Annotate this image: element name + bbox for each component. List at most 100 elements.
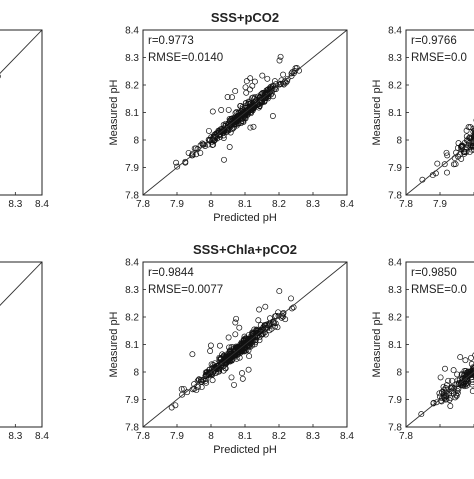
- data-point: [248, 125, 253, 130]
- data-point: [247, 354, 252, 359]
- data-point: [219, 107, 224, 112]
- panel-bottom-right: 7.87.87.988.18.28.38.4SST+Sr=0.9850RMSE=…: [371, 242, 474, 442]
- stat-rmse: RMSE=0.0: [411, 284, 467, 296]
- stat-r: r=0.9850: [411, 267, 457, 279]
- x-tick-label: 8.3: [8, 431, 22, 442]
- y-axis-label: Measured pH: [108, 79, 120, 145]
- panel-title: SSS+Chla+pCO2: [193, 242, 297, 257]
- data-point: [226, 335, 231, 340]
- stat-r: r=0.9773: [148, 35, 194, 47]
- data-point: [208, 343, 213, 348]
- axes-frame: [0, 262, 42, 427]
- y-tick-label: 8.3: [125, 53, 139, 64]
- plot-area: [0, 262, 42, 427]
- y-tick-label: 8.1: [125, 108, 139, 119]
- stat-r: r=0.9766: [411, 35, 457, 47]
- data-point: [438, 375, 443, 380]
- data-point: [210, 378, 215, 383]
- data-point: [257, 307, 262, 312]
- y-tick-label: 8.4: [388, 26, 402, 37]
- data-point: [246, 367, 251, 372]
- x-axis-label: Predicted pH: [213, 212, 277, 224]
- y-tick-label: 7.9: [125, 395, 139, 406]
- x-tick-label: 8.2: [272, 199, 286, 210]
- data-point: [281, 72, 286, 77]
- data-point: [234, 316, 239, 321]
- data-point: [233, 320, 238, 325]
- y-tick-label: 7.8: [388, 191, 402, 202]
- stat-rmse: RMSE=0.0077: [148, 284, 223, 296]
- data-point: [272, 79, 277, 84]
- y-tick-label: 7.8: [125, 423, 139, 434]
- data-point: [433, 171, 438, 176]
- y-tick-label: 7.8: [125, 191, 139, 202]
- data-point: [190, 352, 195, 357]
- x-tick-label: 8.1: [238, 199, 252, 210]
- y-tick-label: 7.9: [388, 395, 402, 406]
- y-tick-label: 8.2: [125, 81, 139, 92]
- x-tick-label: 7.9: [170, 199, 184, 210]
- y-tick-label: 8: [133, 136, 139, 147]
- data-point: [447, 397, 452, 402]
- x-tick-label: 8.4: [340, 199, 354, 210]
- y-axis-label: Measured pH: [371, 311, 383, 377]
- axes-frame: [0, 30, 42, 195]
- y-tick-label: 7.8: [388, 423, 402, 434]
- data-point: [248, 76, 253, 81]
- data-point: [233, 89, 238, 94]
- data-point: [270, 113, 275, 118]
- data-point: [267, 316, 272, 321]
- data-point: [244, 79, 249, 84]
- y-tick-label: 8.2: [388, 313, 402, 324]
- data-point: [217, 343, 222, 348]
- data-point: [210, 109, 215, 114]
- x-tick-label: 8.3: [306, 431, 320, 442]
- x-tick-label: 8.1: [238, 431, 252, 442]
- data-point: [208, 348, 213, 353]
- panel-bottom-left: 8.28.38.4+pCO2: [0, 242, 49, 442]
- data-point: [227, 144, 232, 149]
- data-point: [435, 161, 440, 166]
- data-point: [448, 403, 453, 408]
- x-tick-label: 8.4: [340, 431, 354, 442]
- y-tick-label: 8.2: [125, 313, 139, 324]
- stat-r: r=0.9844: [148, 267, 194, 279]
- y-tick-label: 8: [133, 368, 139, 379]
- data-point: [277, 289, 282, 294]
- y-tick-label: 8.4: [388, 258, 402, 269]
- y-axis-label: Measured pH: [371, 79, 383, 145]
- y-tick-label: 8.1: [388, 108, 402, 119]
- data-point: [260, 73, 265, 78]
- data-point: [463, 358, 468, 363]
- data-point: [239, 371, 244, 376]
- data-point: [278, 54, 283, 59]
- data-point: [237, 325, 242, 330]
- data-point: [221, 157, 226, 162]
- x-axis-label: Predicted pH: [213, 444, 277, 456]
- x-tick-label: 7.9: [433, 199, 447, 210]
- data-point: [233, 332, 238, 337]
- data-point: [256, 318, 261, 323]
- y-tick-label: 8.2: [388, 81, 402, 92]
- y-axis-label: Measured pH: [108, 311, 120, 377]
- stat-rmse: RMSE=0.0: [411, 52, 467, 64]
- data-point: [458, 355, 463, 360]
- data-point: [206, 128, 211, 133]
- data-point: [469, 361, 474, 366]
- data-point: [231, 382, 236, 387]
- y-tick-label: 8: [396, 368, 402, 379]
- y-tick-label: 8: [396, 136, 402, 147]
- one-to-one-line: [0, 262, 42, 427]
- x-tick-label: 8.3: [8, 199, 22, 210]
- stat-rmse: RMSE=0.0140: [148, 52, 223, 64]
- data-point: [240, 376, 245, 381]
- y-tick-label: 8.3: [125, 285, 139, 296]
- data-point: [288, 296, 293, 301]
- data-point: [277, 58, 282, 63]
- y-tick-label: 8.1: [125, 340, 139, 351]
- one-to-one-line: [0, 30, 42, 195]
